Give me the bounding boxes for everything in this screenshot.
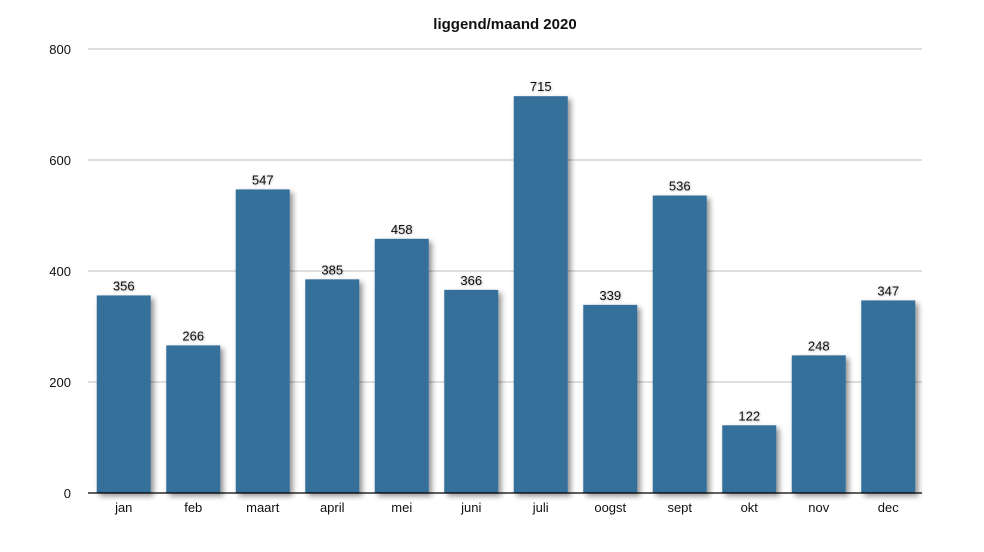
data-label-okt: 122 [738, 408, 760, 423]
bar-feb [166, 345, 221, 493]
bar-jan [96, 295, 151, 493]
y-tick-label: 800 [49, 42, 71, 57]
x-tick-label-dec: dec [878, 500, 899, 515]
data-label-jan: 356 [113, 278, 135, 293]
bar-juni [444, 289, 499, 493]
x-axis-ticks: jan feb maart april mei juni juli oogst sept okt n… [114, 500, 899, 515]
x-tick-label-okt: okt [741, 500, 759, 515]
y-axis-ticks: 0 200 400 600 800 [49, 42, 71, 501]
x-tick-label-sept: sept [667, 500, 692, 515]
y-tick-label: 0 [64, 486, 71, 501]
bar-maart [235, 189, 290, 494]
x-tick-label-feb: feb [184, 500, 202, 515]
x-tick-label-nov: nov [808, 500, 829, 515]
data-label-juni: 366 [460, 273, 482, 288]
bar-sept [652, 195, 707, 493]
data-label-april: 385 [321, 262, 343, 277]
data-label-mei: 458 [391, 222, 413, 237]
bar-mei [374, 238, 429, 493]
bar-juli [513, 96, 568, 494]
bars [96, 96, 916, 494]
bar-okt [722, 425, 777, 493]
bar-oogst [583, 304, 638, 493]
data-label-sept: 536 [669, 179, 691, 194]
x-tick-label-oogst: oogst [594, 500, 626, 515]
x-tick-label-jan: jan [114, 500, 132, 515]
bar-dec [861, 300, 916, 493]
x-tick-label-juli: juli [532, 500, 549, 515]
bar-april [305, 279, 360, 493]
data-label-nov: 248 [808, 338, 830, 353]
data-label-maart: 547 [252, 172, 274, 187]
x-tick-label-mei: mei [391, 500, 412, 515]
y-tick-label: 600 [49, 153, 71, 168]
data-label-feb: 266 [182, 328, 204, 343]
bar-nov [791, 355, 846, 493]
x-tick-label-juni: juni [460, 500, 481, 515]
chart-title: liggend/maand 2020 [433, 16, 577, 33]
data-label-juli: 715 [530, 79, 552, 94]
y-tick-label: 400 [49, 264, 71, 279]
gridlines [88, 48, 922, 383]
x-tick-label-maart: maart [246, 500, 280, 515]
data-label-dec: 347 [877, 283, 899, 298]
data-labels: 356 266 547 385 458 366 715 339 536 122 248 347 [113, 79, 899, 423]
x-tick-label-april: april [320, 500, 345, 515]
data-label-oogst: 339 [599, 288, 621, 303]
y-tick-label: 200 [49, 375, 71, 390]
